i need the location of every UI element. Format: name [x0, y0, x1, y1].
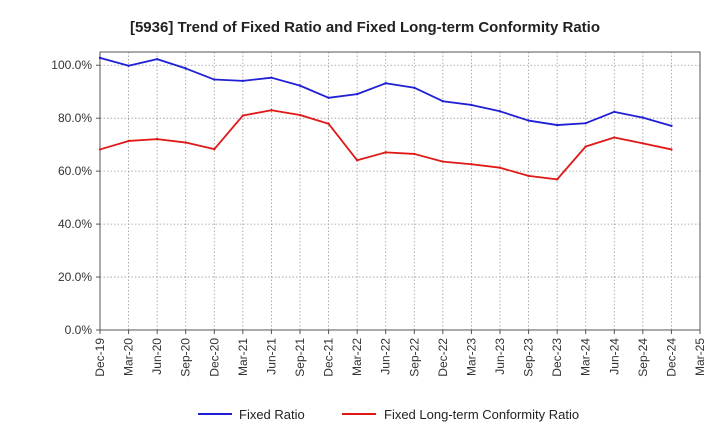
data-point-fixed-ratio: [441, 100, 445, 103]
data-point-fixed-long-term-conformity-ratio: [555, 178, 559, 181]
data-point-fixed-ratio: [270, 76, 273, 79]
data-point-fixed-long-term-conformity-ratio: [584, 145, 587, 148]
data-point-fixed-long-term-conformity-ratio: [184, 141, 187, 144]
x-tick-label: Sep-24: [636, 338, 650, 377]
plot-border: [99, 51, 701, 331]
x-tick-label: Jun-21: [264, 338, 278, 375]
data-point-fixed-long-term-conformity-ratio: [298, 113, 302, 117]
data-point-fixed-ratio: [498, 110, 502, 113]
data-point-fixed-ratio: [355, 92, 359, 96]
data-point-fixed-long-term-conformity-ratio: [413, 152, 416, 156]
series-lines: [98, 56, 673, 181]
y-tick-label: 100.0%: [51, 58, 92, 72]
data-point-fixed-ratio: [527, 119, 530, 122]
data-point-fixed-ratio: [613, 110, 616, 114]
data-point-fixed-ratio: [184, 67, 187, 70]
data-point-fixed-long-term-conformity-ratio: [213, 147, 216, 151]
data-point-fixed-ratio: [555, 123, 559, 127]
x-tick-label: Mar-21: [236, 338, 250, 376]
x-tick-label: Sep-20: [179, 338, 193, 377]
data-point-fixed-long-term-conformity-ratio: [641, 142, 645, 145]
x-tick-label: Jun-22: [379, 338, 393, 375]
x-tick-label: Dec-21: [322, 338, 336, 377]
data-point-fixed-long-term-conformity-ratio: [441, 160, 445, 163]
data-point-fixed-long-term-conformity-ratio: [470, 163, 473, 166]
data-point-fixed-long-term-conformity-ratio: [327, 122, 330, 125]
data-point-fixed-long-term-conformity-ratio: [270, 109, 273, 112]
x-tick-label: Jun-24: [607, 338, 621, 375]
data-point-fixed-ratio: [584, 122, 587, 125]
x-tick-label: Mar-20: [122, 338, 136, 376]
x-tick-label: Sep-22: [407, 338, 421, 377]
x-axis: Dec-19 Mar-20 Jun-20 Sep-20 Dec-20 Mar-21 Jun-…: [93, 330, 707, 377]
x-tick-label: Sep-23: [522, 338, 536, 377]
data-point-fixed-ratio: [670, 124, 673, 128]
data-point-fixed-ratio: [384, 82, 387, 85]
y-tick-label: 80.0%: [58, 111, 92, 125]
x-tick-label: Dec-22: [436, 338, 450, 377]
x-tick-label: Mar-25: [693, 338, 707, 376]
x-tick-label: Sep-21: [293, 338, 307, 377]
x-tick-label: Mar-22: [350, 338, 364, 376]
x-tick-label: Dec-20: [207, 338, 221, 377]
y-axis: 0.0% 20.0% 40.0% 60.0% 80.0% 100.0%: [51, 58, 100, 337]
x-tick-label: Jun-20: [150, 338, 164, 375]
data-point-fixed-long-term-conformity-ratio: [355, 159, 359, 162]
data-point-fixed-long-term-conformity-ratio: [155, 137, 159, 141]
data-point-fixed-ratio: [213, 78, 216, 81]
data-point-fixed-long-term-conformity-ratio: [384, 151, 387, 154]
x-tick-label: Jun-23: [493, 338, 507, 375]
legend: Fixed Ratio Fixed Long-term Conformity R…: [198, 407, 579, 422]
data-point-fixed-long-term-conformity-ratio: [527, 174, 530, 178]
data-point-fixed-ratio: [470, 103, 473, 107]
x-tick-label: Dec-24: [664, 338, 678, 377]
data-point-fixed-long-term-conformity-ratio: [613, 136, 616, 139]
grid: [99, 52, 701, 331]
chart-title: [5936] Trend of Fixed Ratio and Fixed Lo…: [130, 19, 600, 36]
x-tick-label: Dec-19: [93, 338, 107, 377]
x-tick-label: Mar-24: [579, 338, 593, 376]
data-point-fixed-long-term-conformity-ratio: [670, 148, 673, 151]
data-point-fixed-ratio: [241, 79, 245, 83]
plot-frame: [99, 51, 701, 331]
y-tick-label: 0.0%: [65, 323, 93, 337]
data-point-fixed-long-term-conformity-ratio: [98, 148, 102, 151]
data-point-fixed-ratio: [298, 84, 302, 87]
legend-label-fixed-ratio: Fixed Ratio: [239, 407, 305, 422]
data-point-fixed-ratio: [98, 56, 102, 60]
x-tick-label: Dec-23: [550, 338, 564, 377]
legend-label-fixed-long-term-conformity-ratio: Fixed Long-term Conformity Ratio: [384, 407, 579, 422]
data-point-fixed-long-term-conformity-ratio: [127, 139, 130, 143]
x-tick-label: Mar-23: [464, 338, 478, 376]
y-tick-label: 20.0%: [58, 270, 92, 284]
data-point-fixed-long-term-conformity-ratio: [241, 114, 245, 117]
y-tick-label: 40.0%: [58, 217, 92, 231]
data-point-fixed-ratio: [413, 86, 416, 89]
data-point-fixed-ratio: [155, 57, 159, 61]
y-tick-label: 60.0%: [58, 164, 92, 178]
data-point-fixed-ratio: [127, 64, 130, 67]
data-point-fixed-ratio: [327, 96, 330, 100]
data-point-fixed-ratio: [641, 116, 645, 119]
data-point-fixed-long-term-conformity-ratio: [498, 166, 502, 169]
